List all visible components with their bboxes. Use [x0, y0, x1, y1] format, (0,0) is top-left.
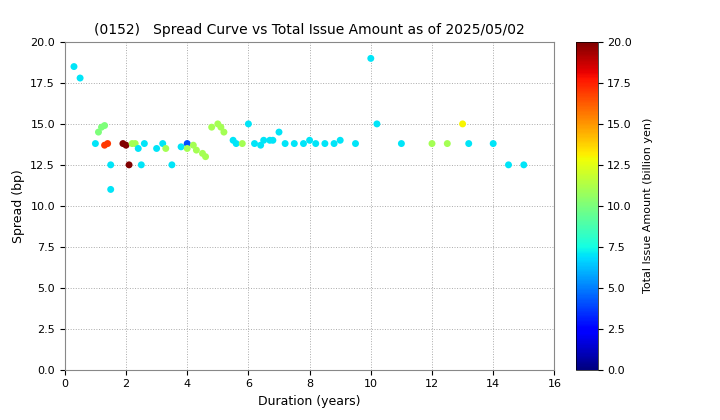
Point	[151, 145, 163, 152]
Point	[135, 161, 147, 168]
Point	[426, 140, 438, 147]
Point	[176, 144, 187, 150]
Point	[160, 145, 171, 152]
Point	[123, 161, 135, 168]
Point	[279, 140, 291, 147]
Point	[255, 142, 266, 149]
Point	[117, 140, 129, 147]
Point	[463, 140, 474, 147]
Point	[274, 129, 285, 135]
Point	[298, 140, 310, 147]
Point	[518, 161, 529, 168]
Point	[105, 186, 117, 193]
Point	[74, 75, 86, 81]
Y-axis label: Total Issue Amount (billion yen): Total Issue Amount (billion yen)	[643, 118, 653, 294]
Point	[249, 140, 261, 147]
Point	[372, 121, 383, 127]
Point	[267, 137, 279, 144]
Point	[215, 124, 227, 131]
Point	[218, 129, 230, 135]
Point	[206, 124, 217, 131]
Point	[187, 142, 199, 149]
Point	[197, 150, 208, 157]
Point	[132, 145, 144, 152]
Point	[157, 140, 168, 147]
Point	[328, 140, 340, 147]
Point	[212, 121, 224, 127]
Point	[243, 121, 254, 127]
Point	[230, 140, 242, 147]
Point	[99, 142, 110, 149]
Point	[304, 137, 315, 144]
Title: (0152)   Spread Curve vs Total Issue Amount as of 2025/05/02: (0152) Spread Curve vs Total Issue Amoun…	[94, 23, 525, 37]
Point	[456, 121, 468, 127]
Point	[130, 140, 141, 147]
Point	[96, 124, 107, 131]
Point	[487, 140, 499, 147]
Point	[236, 140, 248, 147]
Point	[191, 147, 202, 153]
Point	[200, 153, 212, 160]
Point	[89, 140, 101, 147]
Point	[127, 140, 138, 147]
Point	[365, 55, 377, 62]
Point	[264, 137, 276, 144]
Point	[319, 140, 330, 147]
Point	[350, 140, 361, 147]
X-axis label: Duration (years): Duration (years)	[258, 395, 361, 408]
Point	[181, 140, 193, 147]
Point	[228, 137, 239, 144]
Point	[396, 140, 408, 147]
Point	[105, 161, 117, 168]
Point	[93, 129, 104, 135]
Point	[120, 142, 132, 149]
Point	[181, 145, 193, 152]
Point	[310, 140, 321, 147]
Point	[102, 140, 114, 147]
Point	[99, 122, 110, 129]
Point	[334, 137, 346, 144]
Point	[441, 140, 453, 147]
Point	[258, 137, 269, 144]
Point	[166, 161, 178, 168]
Point	[68, 63, 80, 70]
Y-axis label: Spread (bp): Spread (bp)	[12, 169, 24, 243]
Point	[503, 161, 514, 168]
Point	[139, 140, 150, 147]
Point	[289, 140, 300, 147]
